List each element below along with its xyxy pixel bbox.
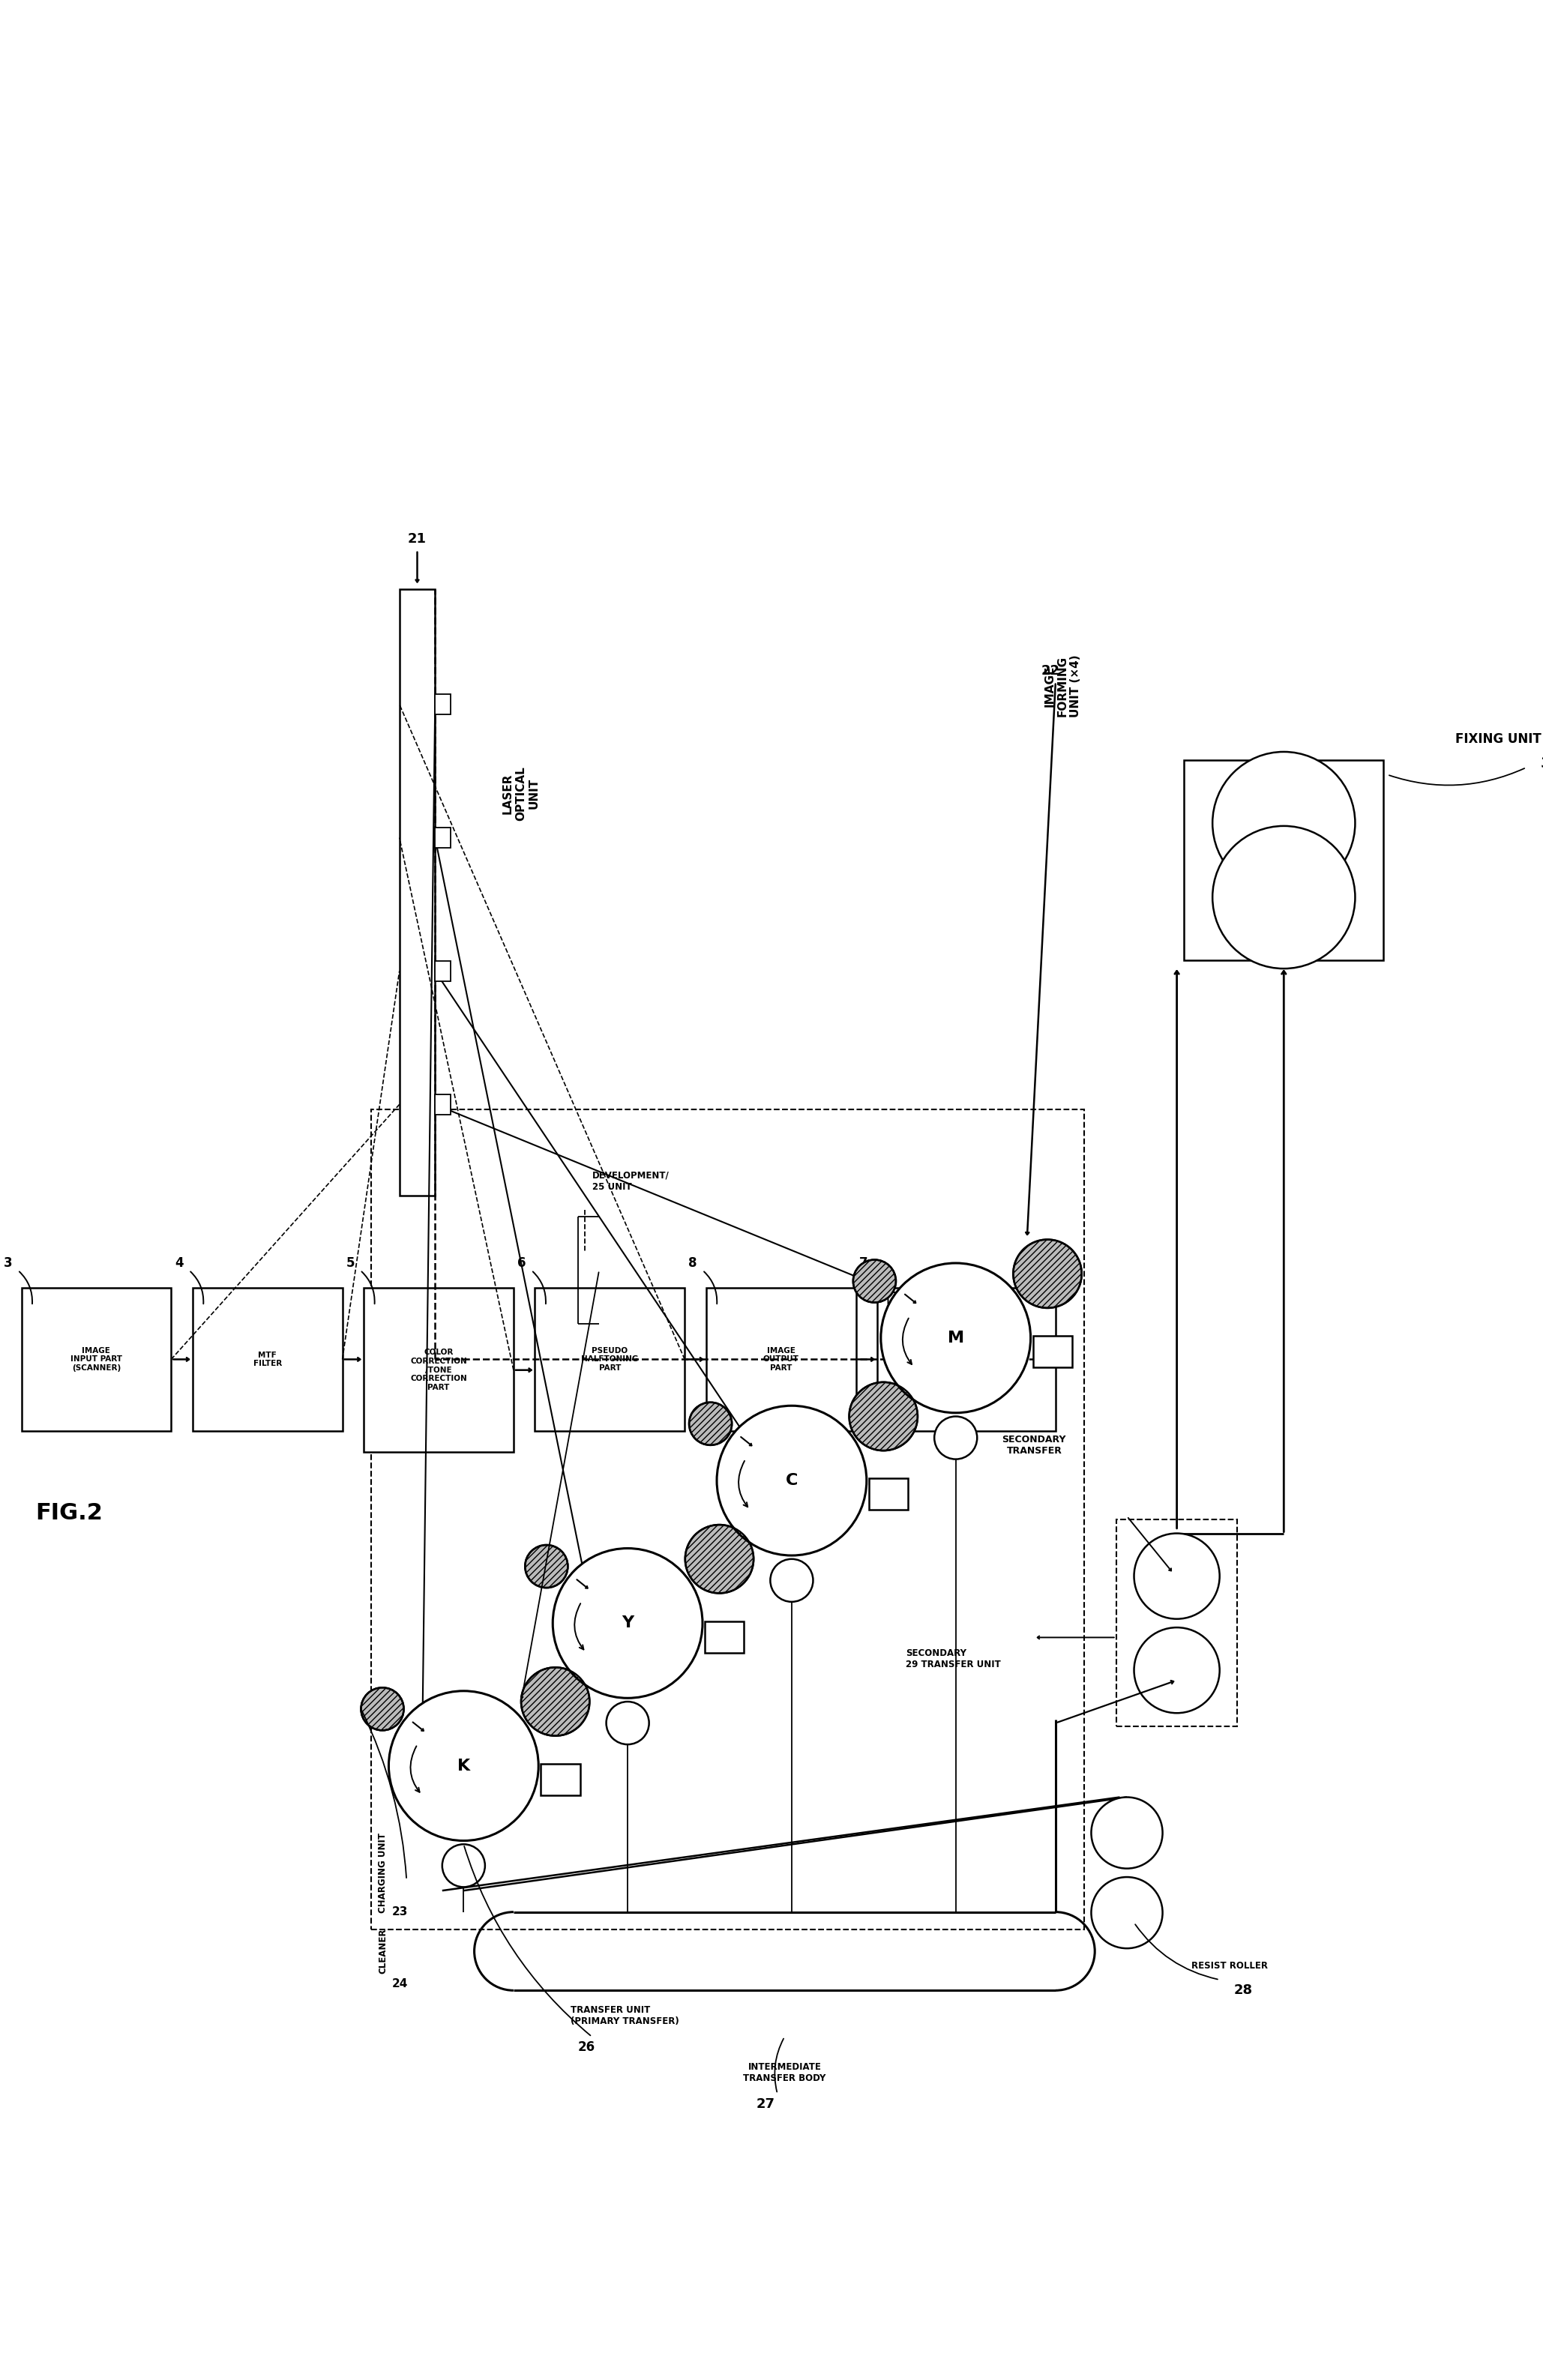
Bar: [370, 1109, 1085, 1930]
Circle shape: [525, 1545, 568, 1587]
Text: 28: 28: [1234, 1983, 1253, 1997]
Circle shape: [361, 1687, 404, 1730]
Text: 6: 6: [517, 1257, 526, 1269]
Bar: [542, 1764, 580, 1795]
Text: FIG.2: FIG.2: [35, 1502, 103, 1523]
Text: K: K: [457, 1759, 471, 1773]
Circle shape: [1091, 1878, 1162, 1949]
Circle shape: [685, 1526, 753, 1592]
Circle shape: [606, 1702, 650, 1745]
Text: 21: 21: [407, 533, 426, 545]
Bar: [435, 1095, 451, 1114]
Text: FIXING UNIT: FIXING UNIT: [1455, 733, 1541, 745]
Bar: [1183, 759, 1384, 959]
Text: 30: 30: [1540, 757, 1543, 771]
Circle shape: [1134, 1628, 1219, 1714]
Circle shape: [522, 1668, 589, 1735]
Bar: [1116, 1521, 1237, 1726]
Text: COLOR
CORRECTION
/TONE
CORRECTION
PART: COLOR CORRECTION /TONE CORRECTION PART: [410, 1349, 468, 1392]
Text: CHARGING UNIT: CHARGING UNIT: [378, 1833, 387, 1914]
Text: 22: 22: [1042, 664, 1060, 678]
Bar: [705, 1621, 744, 1652]
Bar: [435, 962, 451, 981]
Text: RESIST ROLLER: RESIST ROLLER: [1191, 1961, 1267, 1971]
Text: IMAGE
OUTPUT
PART: IMAGE OUTPUT PART: [764, 1347, 799, 1371]
Circle shape: [1091, 1797, 1162, 1868]
Circle shape: [1213, 826, 1355, 969]
Circle shape: [690, 1402, 731, 1445]
Circle shape: [881, 1264, 1031, 1414]
Bar: [707, 1288, 856, 1430]
Bar: [435, 828, 451, 847]
Circle shape: [717, 1407, 867, 1557]
Text: MTF
FILTER: MTF FILTER: [253, 1352, 282, 1368]
Bar: [22, 1288, 171, 1430]
Text: INTERMEDIATE
TRANSFER BODY: INTERMEDIATE TRANSFER BODY: [744, 2061, 826, 2082]
Circle shape: [849, 1383, 918, 1449]
Bar: [435, 695, 451, 714]
Bar: [869, 1478, 909, 1509]
Text: M: M: [947, 1330, 964, 1345]
Text: 24: 24: [392, 1978, 409, 1990]
Circle shape: [853, 1259, 896, 1302]
Bar: [400, 590, 435, 1195]
Text: PSEUDO
HALFTONING
PART: PSEUDO HALFTONING PART: [582, 1347, 639, 1371]
Circle shape: [552, 1549, 702, 1697]
Circle shape: [1213, 752, 1355, 895]
Circle shape: [1014, 1240, 1082, 1309]
Text: 5: 5: [346, 1257, 355, 1269]
Text: VIDE SIGNAL
PROCESSING
PART: VIDE SIGNAL PROCESSING PART: [938, 1347, 994, 1371]
Text: 7: 7: [859, 1257, 869, 1269]
Text: Y: Y: [622, 1616, 634, 1630]
Text: CLEANER: CLEANER: [378, 1928, 387, 1973]
Bar: [878, 1288, 1055, 1430]
Circle shape: [389, 1690, 539, 1840]
Text: 23: 23: [392, 1906, 409, 1918]
Bar: [364, 1288, 514, 1452]
Text: TRANSFER UNIT
(PRIMARY TRANSFER): TRANSFER UNIT (PRIMARY TRANSFER): [571, 2004, 679, 2025]
Text: 8: 8: [688, 1257, 697, 1269]
Text: 26: 26: [577, 2040, 596, 2054]
Text: 27: 27: [756, 2097, 775, 2111]
Text: SECONDARY
TRANSFER: SECONDARY TRANSFER: [1001, 1435, 1066, 1457]
Bar: [535, 1288, 685, 1430]
Circle shape: [935, 1416, 977, 1459]
Text: 3: 3: [3, 1257, 12, 1269]
Text: DEVELOPMENT/
25 UNIT: DEVELOPMENT/ 25 UNIT: [593, 1171, 670, 1192]
Text: IMAGE
INPUT PART
(SCANNER): IMAGE INPUT PART (SCANNER): [71, 1347, 122, 1371]
Circle shape: [1134, 1533, 1219, 1618]
Text: IMAGE
FORMING
UNIT (×4): IMAGE FORMING UNIT (×4): [1045, 655, 1082, 719]
Text: C: C: [785, 1473, 798, 1488]
Text: LASER
OPTICAL
UNIT: LASER OPTICAL UNIT: [501, 766, 540, 821]
Bar: [1032, 1335, 1072, 1366]
Circle shape: [770, 1559, 813, 1602]
Bar: [193, 1288, 343, 1430]
Text: 4: 4: [174, 1257, 184, 1269]
Text: SECONDARY
29 TRANSFER UNIT: SECONDARY 29 TRANSFER UNIT: [906, 1649, 1001, 1668]
Circle shape: [443, 1844, 485, 1887]
